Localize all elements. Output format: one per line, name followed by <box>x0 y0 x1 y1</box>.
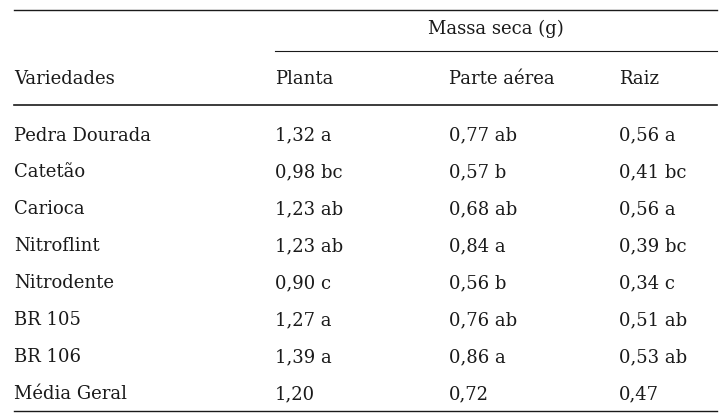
Text: 1,20: 1,20 <box>275 385 315 403</box>
Text: 0,98 bc: 0,98 bc <box>275 163 342 181</box>
Text: 1,39 a: 1,39 a <box>275 348 332 366</box>
Text: 0,77 ab: 0,77 ab <box>449 126 517 145</box>
Text: 0,90 c: 0,90 c <box>275 274 332 292</box>
Text: 1,27 a: 1,27 a <box>275 311 332 329</box>
Text: Parte aérea: Parte aérea <box>449 70 555 88</box>
Text: 0,47: 0,47 <box>619 385 659 403</box>
Text: 0,56 b: 0,56 b <box>449 274 506 292</box>
Text: 0,56 a: 0,56 a <box>619 126 675 145</box>
Text: 0,53 ab: 0,53 ab <box>619 348 687 366</box>
Text: Raiz: Raiz <box>619 70 659 88</box>
Text: Pedra Dourada: Pedra Dourada <box>14 126 151 145</box>
Text: 0,56 a: 0,56 a <box>619 201 675 219</box>
Text: 0,57 b: 0,57 b <box>449 163 506 181</box>
Text: 0,86 a: 0,86 a <box>449 348 505 366</box>
Text: 0,72: 0,72 <box>449 385 489 403</box>
Text: BR 106: BR 106 <box>14 348 82 366</box>
Text: 1,23 ab: 1,23 ab <box>275 201 343 219</box>
Text: Variedades: Variedades <box>14 70 115 88</box>
Text: Massa seca (g): Massa seca (g) <box>428 20 564 38</box>
Text: Nitrodente: Nitrodente <box>14 274 114 292</box>
Text: Média Geral: Média Geral <box>14 385 127 403</box>
Text: Planta: Planta <box>275 70 334 88</box>
Text: Carioca: Carioca <box>14 201 85 219</box>
Text: 0,51 ab: 0,51 ab <box>619 311 687 329</box>
Text: 0,84 a: 0,84 a <box>449 237 505 255</box>
Text: 1,23 ab: 1,23 ab <box>275 237 343 255</box>
Text: BR 105: BR 105 <box>14 311 81 329</box>
Text: Nitroflint: Nitroflint <box>14 237 100 255</box>
Text: 0,68 ab: 0,68 ab <box>449 201 517 219</box>
Text: 1,32 a: 1,32 a <box>275 126 332 145</box>
Text: 0,76 ab: 0,76 ab <box>449 311 517 329</box>
Text: 0,34 c: 0,34 c <box>619 274 675 292</box>
Text: Catetão: Catetão <box>14 163 85 181</box>
Text: 0,41 bc: 0,41 bc <box>619 163 686 181</box>
Text: 0,39 bc: 0,39 bc <box>619 237 686 255</box>
